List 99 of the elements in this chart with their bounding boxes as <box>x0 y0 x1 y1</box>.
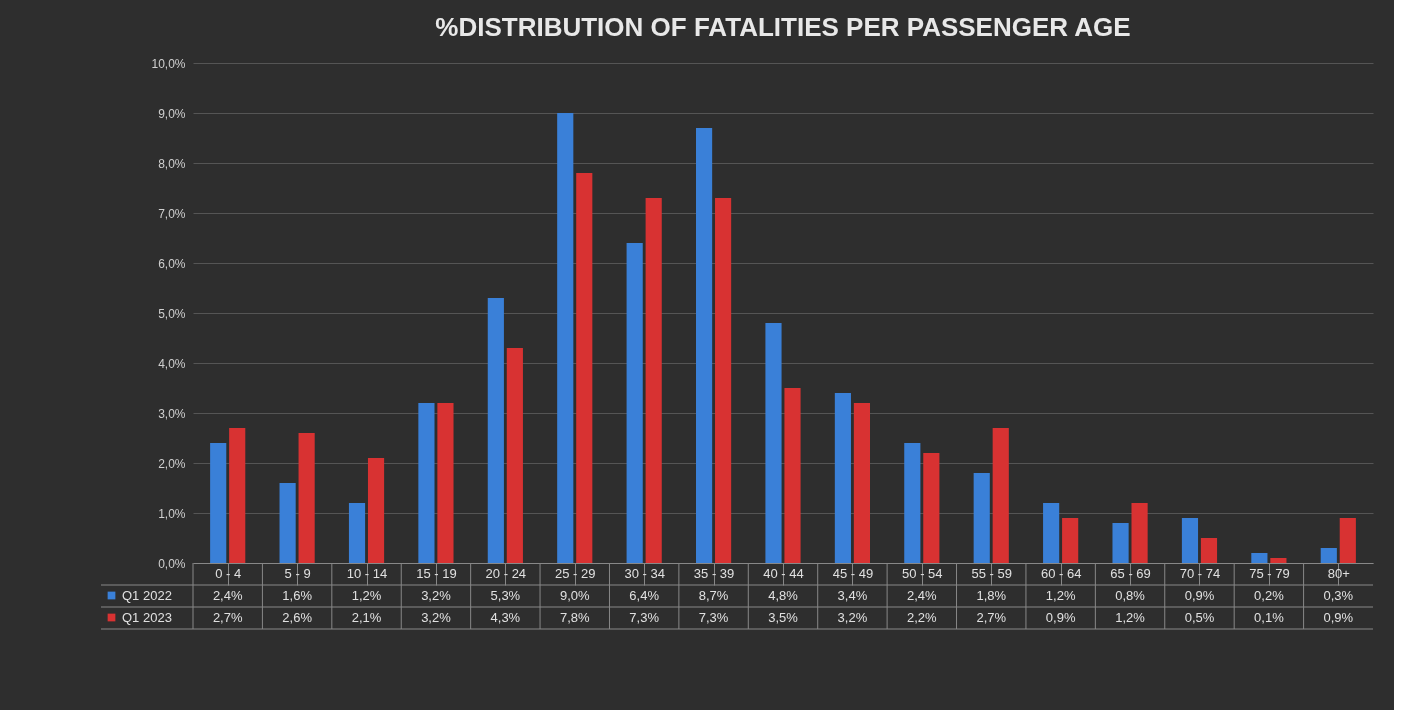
data-label: 0,5% <box>1184 610 1215 625</box>
data-label: 2,6% <box>282 610 313 625</box>
data-label: 2,7% <box>976 610 1007 625</box>
x-tick-label: 15 - 19 <box>416 565 457 581</box>
bar <box>557 113 574 563</box>
bar <box>1131 503 1148 563</box>
bar <box>506 348 523 563</box>
data-label: 2,4% <box>212 588 243 603</box>
bar <box>696 128 713 563</box>
y-tick-label: 2,0% <box>158 456 186 471</box>
x-tick-label: 20 - 24 <box>485 565 527 581</box>
x-tick-label: 40 - 44 <box>763 565 804 581</box>
y-tick-label: 7,0% <box>158 206 186 221</box>
data-label: 2,1% <box>351 610 382 625</box>
bar <box>1251 553 1268 563</box>
bar <box>298 433 315 563</box>
data-label: 0,8% <box>1115 588 1146 603</box>
data-label: 8,7% <box>698 588 729 603</box>
x-tick-label: 50 - 54 <box>902 565 943 581</box>
data-label: 0,9% <box>1323 610 1354 625</box>
data-label: 2,2% <box>907 610 938 625</box>
x-tick-label: 75 - 79 <box>1249 565 1290 581</box>
x-tick-label: 55 - 59 <box>971 565 1012 581</box>
y-tick-label: 4,0% <box>158 356 186 371</box>
bar <box>784 388 801 563</box>
data-label: 2,4% <box>907 588 938 603</box>
data-label: 0,9% <box>1045 610 1076 625</box>
y-tick-label: 8,0% <box>158 156 186 171</box>
data-label: 5,3% <box>490 588 521 603</box>
bar <box>1200 538 1218 563</box>
bar <box>210 443 227 563</box>
data-label: 0,3% <box>1323 588 1354 603</box>
y-tick-label: 6,0% <box>158 256 186 271</box>
data-label: 1,2% <box>1045 588 1076 603</box>
x-tick-label: 80+ <box>1327 565 1350 581</box>
y-tick-label: 9,0% <box>158 106 186 121</box>
x-tick-label: 35 - 39 <box>693 565 735 581</box>
bar <box>367 458 385 563</box>
chart-title: %DISTRIBUTION OF FATALITIES PER PASSENGER AGE <box>435 12 1131 42</box>
y-tick-label: 1,0% <box>158 506 186 521</box>
data-label: 7,3% <box>698 610 729 625</box>
bar <box>487 298 504 563</box>
data-label: 2,7% <box>212 610 243 625</box>
bar <box>1043 503 1060 563</box>
data-label: 1,2% <box>351 588 382 603</box>
y-tick-label: 10,0% <box>151 56 186 71</box>
bar <box>904 443 921 563</box>
data-label: 3,2% <box>421 610 452 625</box>
y-tick-label: 3,0% <box>158 406 186 421</box>
x-tick-label: 60 - 64 <box>1040 565 1082 581</box>
x-tick-label: 70 - 74 <box>1179 565 1221 581</box>
bar <box>715 198 732 563</box>
x-tick-label: 10 - 14 <box>346 565 388 581</box>
bar <box>853 403 870 563</box>
x-tick-label: 65 - 69 <box>1110 565 1151 581</box>
data-label: 3,2% <box>837 610 868 625</box>
data-label: 4,3% <box>490 610 521 625</box>
data-label: 6,4% <box>629 588 660 603</box>
data-label: 9,0% <box>559 588 591 603</box>
data-label: 0,2% <box>1254 588 1285 603</box>
bar <box>626 243 643 563</box>
y-tick-label: 0,0% <box>158 556 186 571</box>
bar <box>923 453 940 563</box>
bar <box>348 503 366 563</box>
data-label: 7,8% <box>559 610 591 625</box>
data-label: 3,4% <box>837 588 868 603</box>
bar <box>576 173 593 563</box>
bar <box>645 198 662 563</box>
bar <box>229 428 246 563</box>
bar <box>279 483 296 563</box>
x-tick-label: 5 - 9 <box>284 565 311 581</box>
bar <box>1062 518 1079 563</box>
bar <box>973 473 990 563</box>
data-label: 0,9% <box>1184 588 1215 603</box>
bar <box>1320 548 1337 563</box>
data-label: 1,6% <box>282 588 313 603</box>
bar <box>437 403 454 563</box>
bar <box>1339 518 1356 563</box>
legend-label: Q1 2023 <box>122 609 172 625</box>
x-tick-label: 45 - 49 <box>832 565 874 581</box>
x-tick-label: 25 - 29 <box>555 565 596 581</box>
data-label: 1,8% <box>976 588 1007 603</box>
x-tick-label: 0 - 4 <box>215 565 242 581</box>
bar <box>1270 558 1287 563</box>
data-label: 7,3% <box>629 610 660 625</box>
data-label: 0,1% <box>1254 610 1285 625</box>
bar <box>1112 523 1129 563</box>
bar <box>418 403 435 563</box>
data-label: 3,5% <box>768 610 799 625</box>
data-label: 3,2% <box>421 588 452 603</box>
bar <box>765 323 782 563</box>
data-label: 1,2% <box>1115 610 1146 625</box>
legend-label: Q1 2022 <box>122 587 172 603</box>
x-tick-label: 30 - 34 <box>624 565 665 581</box>
bar <box>834 393 851 563</box>
data-label: 4,8% <box>768 588 799 603</box>
bar <box>1181 518 1199 563</box>
y-tick-label: 5,0% <box>158 306 186 321</box>
bar <box>992 428 1009 563</box>
